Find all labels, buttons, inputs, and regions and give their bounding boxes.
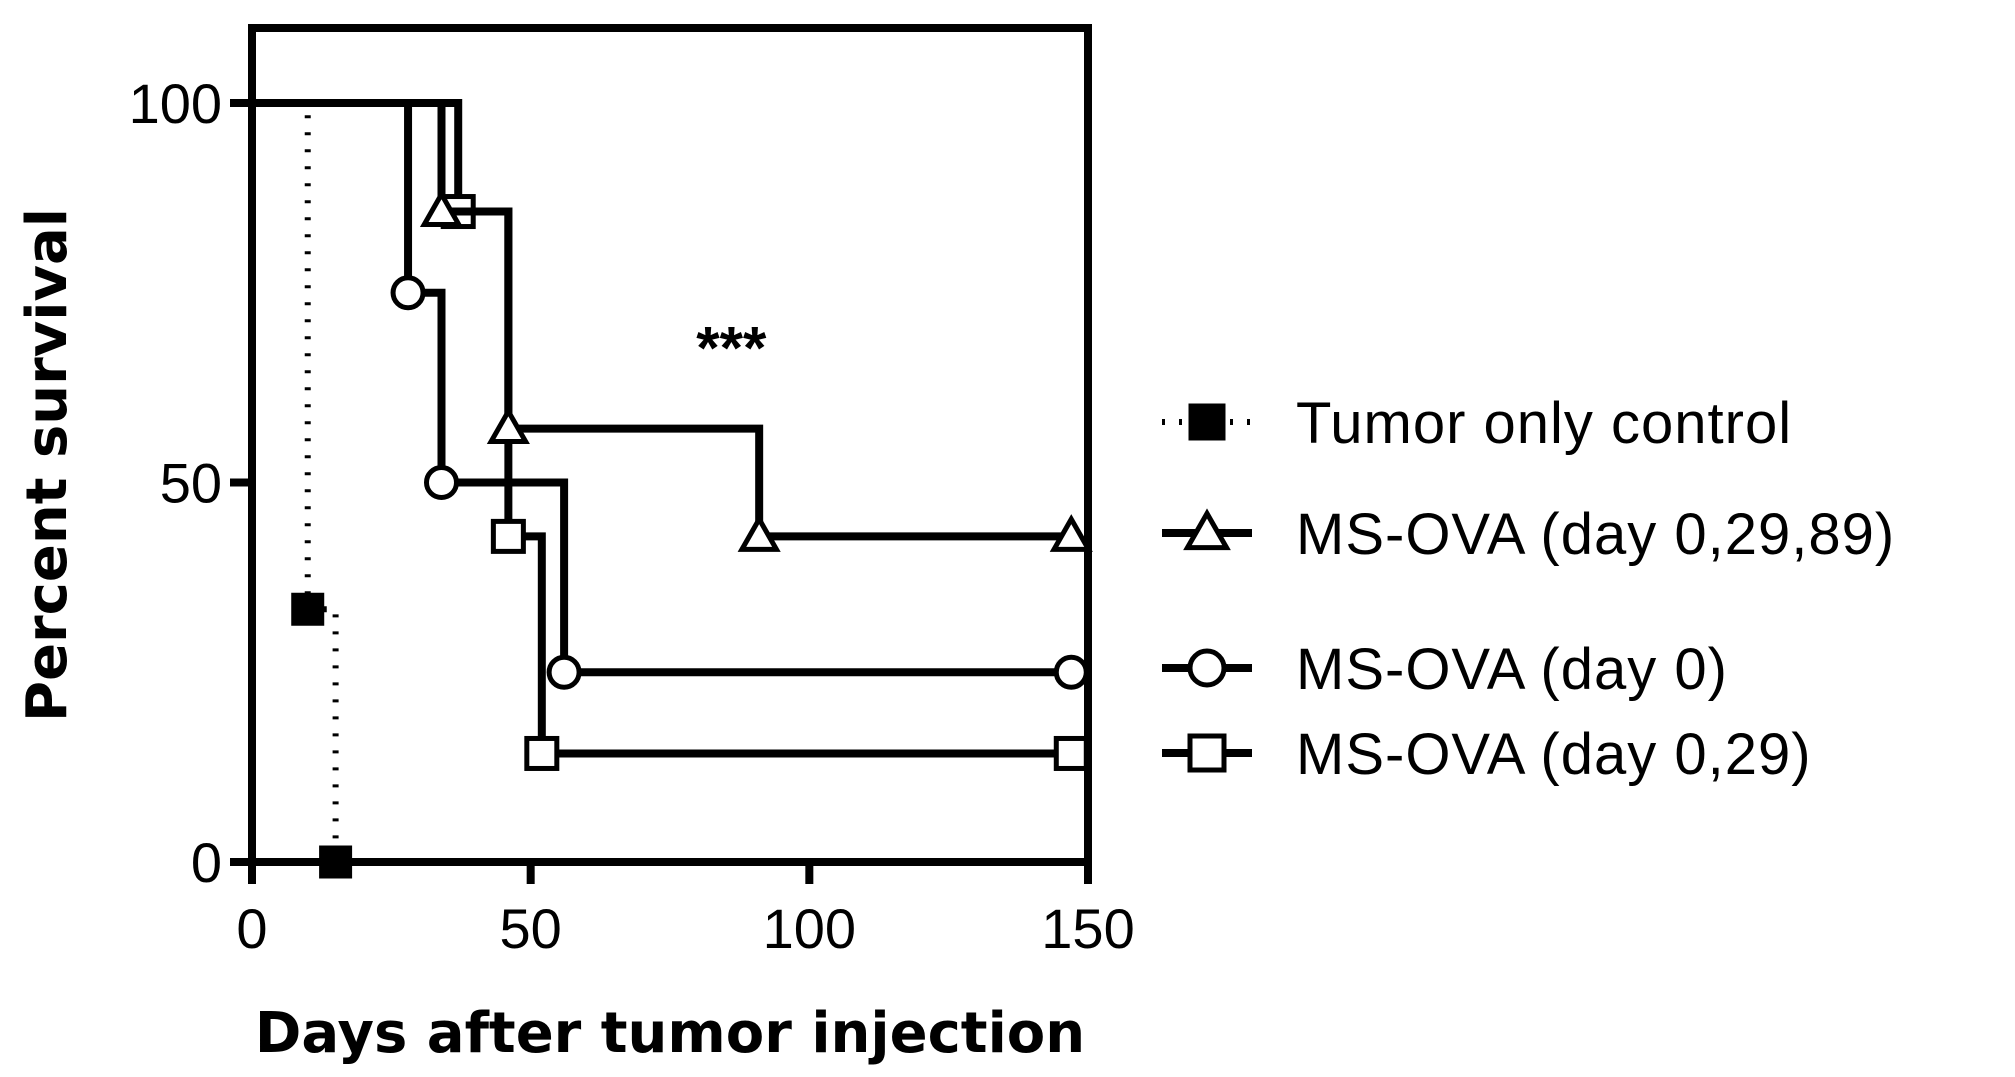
- open-triangle-marker: [486, 406, 530, 445]
- series-1: [252, 99, 1093, 552]
- legend-item: MS-OVA (day 0,29): [1162, 722, 1812, 787]
- series-2: [252, 99, 1089, 690]
- legend-label: MS-OVA (day 0,29): [1296, 722, 1812, 787]
- legend-label: MS-OVA (day 0): [1296, 637, 1728, 702]
- open-triangle-marker: [419, 189, 464, 227]
- filled-square-marker: [1188, 403, 1226, 441]
- filled-square-marker: [291, 592, 325, 626]
- open-circle-marker: [1187, 648, 1227, 688]
- legend-item: Tumor only control: [1162, 391, 1792, 456]
- legend-label: MS-OVA (day 0,29,89): [1296, 502, 1895, 567]
- series-layer: [252, 99, 1093, 879]
- open-circle-marker: [390, 275, 426, 311]
- x-tick-label: 100: [763, 897, 856, 960]
- x-tick-label: 150: [1041, 897, 1134, 960]
- open-circle-marker: [1053, 654, 1089, 690]
- open-square-marker: [490, 518, 526, 554]
- filled-square-marker: [319, 845, 353, 879]
- open-circle-marker: [546, 654, 582, 690]
- open-circle-marker: [423, 465, 459, 500]
- y-tick-label: 100: [129, 72, 222, 135]
- open-square-marker: [1187, 733, 1227, 773]
- open-triangle-marker: [1049, 514, 1093, 552]
- open-triangle-marker: [737, 514, 781, 552]
- series-line: [252, 99, 1072, 541]
- legend-item: MS-OVA (day 0,29,89): [1162, 502, 1895, 567]
- series-line: [252, 99, 1072, 677]
- open-square-marker: [524, 735, 560, 771]
- open-square-marker: [1053, 735, 1089, 771]
- x-tick-label: 50: [500, 897, 562, 960]
- x-tick-label: 0: [236, 897, 267, 960]
- legend: Tumor only control MS-OVA (day 0,29,89) MS…: [1162, 391, 1895, 787]
- series-0: [252, 100, 1088, 879]
- series-line: [252, 100, 1088, 865]
- significance-annotation: ***: [696, 315, 767, 382]
- y-tick-label: 0: [191, 831, 222, 894]
- open-triangle-marker: [1183, 508, 1231, 551]
- x-axis-title: Days after tumor injection: [255, 1001, 1085, 1066]
- legend-item: MS-OVA (day 0): [1162, 637, 1728, 702]
- legend-label: Tumor only control: [1296, 391, 1792, 456]
- axes-layer: 0 50 100 150 0 50 100: [129, 72, 1135, 960]
- y-axis-title: Percent survival: [15, 208, 80, 722]
- y-tick-label: 50: [160, 452, 222, 515]
- plot-frame: [248, 24, 1092, 866]
- plot-border: [248, 24, 1092, 866]
